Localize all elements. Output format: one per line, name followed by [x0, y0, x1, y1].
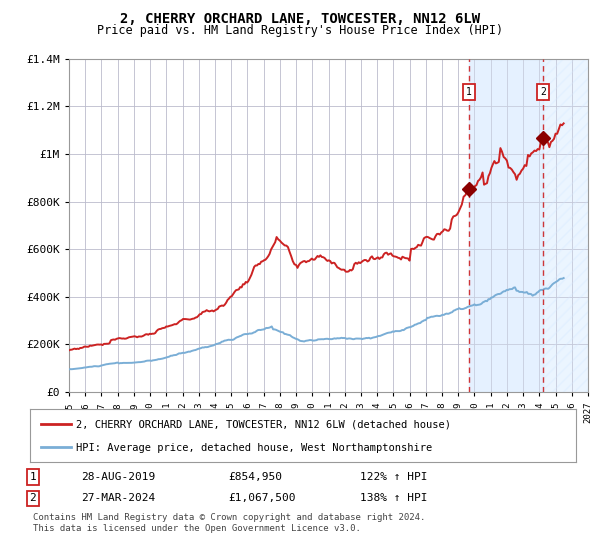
Text: 2: 2 — [29, 493, 37, 503]
Text: 1: 1 — [29, 472, 37, 482]
Bar — [543, 59, 588, 392]
Text: 2: 2 — [540, 87, 546, 97]
Bar — [469, 59, 543, 392]
Text: 28-AUG-2019: 28-AUG-2019 — [81, 472, 155, 482]
Text: 1: 1 — [466, 87, 472, 97]
Text: This data is licensed under the Open Government Licence v3.0.: This data is licensed under the Open Gov… — [33, 524, 361, 533]
Text: 138% ↑ HPI: 138% ↑ HPI — [360, 493, 427, 503]
Text: £1,067,500: £1,067,500 — [228, 493, 296, 503]
Bar — [543, 59, 588, 392]
Text: Contains HM Land Registry data © Crown copyright and database right 2024.: Contains HM Land Registry data © Crown c… — [33, 513, 425, 522]
Text: 122% ↑ HPI: 122% ↑ HPI — [360, 472, 427, 482]
Text: £854,950: £854,950 — [228, 472, 282, 482]
Text: Price paid vs. HM Land Registry's House Price Index (HPI): Price paid vs. HM Land Registry's House … — [97, 24, 503, 37]
Text: 2, CHERRY ORCHARD LANE, TOWCESTER, NN12 6LW (detached house): 2, CHERRY ORCHARD LANE, TOWCESTER, NN12 … — [76, 420, 451, 430]
Text: 27-MAR-2024: 27-MAR-2024 — [81, 493, 155, 503]
Text: HPI: Average price, detached house, West Northamptonshire: HPI: Average price, detached house, West… — [76, 443, 433, 453]
Text: 2, CHERRY ORCHARD LANE, TOWCESTER, NN12 6LW: 2, CHERRY ORCHARD LANE, TOWCESTER, NN12 … — [120, 12, 480, 26]
Bar — [469, 59, 543, 392]
